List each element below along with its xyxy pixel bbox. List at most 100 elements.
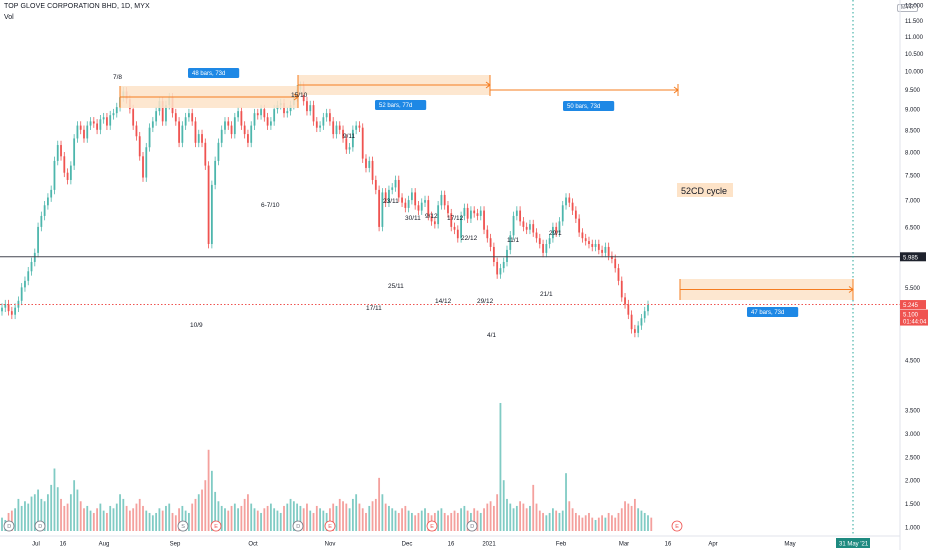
volume-bar xyxy=(545,515,548,531)
candle-body xyxy=(591,244,594,247)
candle-body xyxy=(273,109,276,122)
candle-body xyxy=(558,221,561,233)
date-range-arrowhead xyxy=(673,86,679,94)
candle-body xyxy=(92,121,95,124)
volume-bar xyxy=(83,508,85,531)
candle-body xyxy=(132,109,135,126)
volume-bar xyxy=(250,503,253,531)
candle-body xyxy=(220,129,223,143)
volume-bar xyxy=(460,508,462,531)
volume-bar xyxy=(456,512,459,531)
candle-body xyxy=(604,246,607,253)
volume-bar xyxy=(574,512,577,531)
countdown-label: 01:44:04 xyxy=(903,320,927,326)
volume-bar xyxy=(617,512,620,531)
volume-bar xyxy=(217,501,220,531)
date-range-arrowhead xyxy=(293,93,299,101)
candle-body xyxy=(102,117,105,120)
volume-bar xyxy=(506,498,508,531)
candle-body xyxy=(624,297,626,305)
volume-bar xyxy=(424,508,426,531)
candle-body xyxy=(463,207,466,216)
volume-bar xyxy=(374,498,377,531)
candle-body xyxy=(40,215,43,227)
volume-bar xyxy=(437,510,440,531)
volume-bar xyxy=(650,517,653,531)
volume-bar xyxy=(214,491,217,531)
volume-bar xyxy=(525,508,528,531)
volume-tick-label: 3.000 xyxy=(905,432,921,438)
candle-body xyxy=(178,121,180,143)
candle-body xyxy=(348,147,351,150)
volume-bar xyxy=(243,498,246,531)
volume-bar xyxy=(266,505,269,531)
volume-bar xyxy=(332,503,335,531)
candle-body xyxy=(1,307,3,312)
volume-bar xyxy=(509,503,512,531)
volume-bar xyxy=(522,503,525,531)
candle-body xyxy=(447,205,449,214)
date-range-label-bg xyxy=(375,100,427,110)
volume-label: Vol xyxy=(4,14,14,21)
volume-bar xyxy=(538,510,541,531)
volume-bar xyxy=(647,515,649,531)
candle-body xyxy=(378,189,381,227)
volume-bar xyxy=(312,512,315,531)
candle-body xyxy=(545,244,548,253)
volume-bar xyxy=(112,508,115,531)
candle-body xyxy=(47,197,49,206)
volume-bar xyxy=(263,508,266,531)
volume-bar xyxy=(643,512,646,531)
volume-bar xyxy=(535,503,538,531)
candle-body xyxy=(237,111,240,118)
candle-body xyxy=(7,304,10,312)
candle-body xyxy=(99,119,102,130)
candle-body xyxy=(568,197,571,203)
candle-body xyxy=(69,165,72,180)
volume-bar xyxy=(466,510,469,531)
volume-bar xyxy=(319,508,321,531)
volume-bar xyxy=(233,503,236,531)
volume-bar xyxy=(489,501,492,531)
candle-body xyxy=(112,113,115,116)
volume-bar xyxy=(483,508,485,531)
price-tick-label: 11.500 xyxy=(905,19,924,25)
volume-bar xyxy=(479,512,482,531)
date-annotation: 29/12 xyxy=(477,298,494,305)
candle-body xyxy=(188,113,190,118)
candle-body xyxy=(437,205,440,225)
volume-bar xyxy=(122,498,125,531)
volume-bar xyxy=(53,468,56,531)
candle-body xyxy=(637,325,640,333)
volume-bar xyxy=(624,501,626,531)
currency-button[interactable]: MYR xyxy=(896,4,918,12)
price-tick-label: 9.500 xyxy=(905,88,921,94)
volume-bar xyxy=(420,510,423,531)
candle-body xyxy=(73,138,76,166)
candle-body xyxy=(561,205,564,222)
candle-body xyxy=(214,160,217,185)
volume-bar xyxy=(591,517,594,531)
volume-bar xyxy=(145,510,148,531)
volume-bar xyxy=(561,510,564,531)
candle-body xyxy=(37,226,39,253)
date-range-label-bg xyxy=(747,307,799,317)
candle-body xyxy=(424,200,426,203)
candle-body xyxy=(30,261,33,272)
candle-body xyxy=(407,200,410,208)
candle-body xyxy=(502,261,505,269)
candle-body xyxy=(548,238,551,245)
volume-bar xyxy=(476,510,479,531)
date-range-label-bg xyxy=(188,68,240,78)
volume-bar xyxy=(407,510,410,531)
volume-bar xyxy=(17,498,20,531)
volume-bar xyxy=(348,508,351,531)
candle-body xyxy=(483,210,485,230)
volume-bar xyxy=(345,503,348,531)
volume-bar xyxy=(269,503,272,531)
candle-body xyxy=(283,103,285,114)
candle-body xyxy=(499,268,502,275)
event-marker-letter: E xyxy=(675,524,679,530)
